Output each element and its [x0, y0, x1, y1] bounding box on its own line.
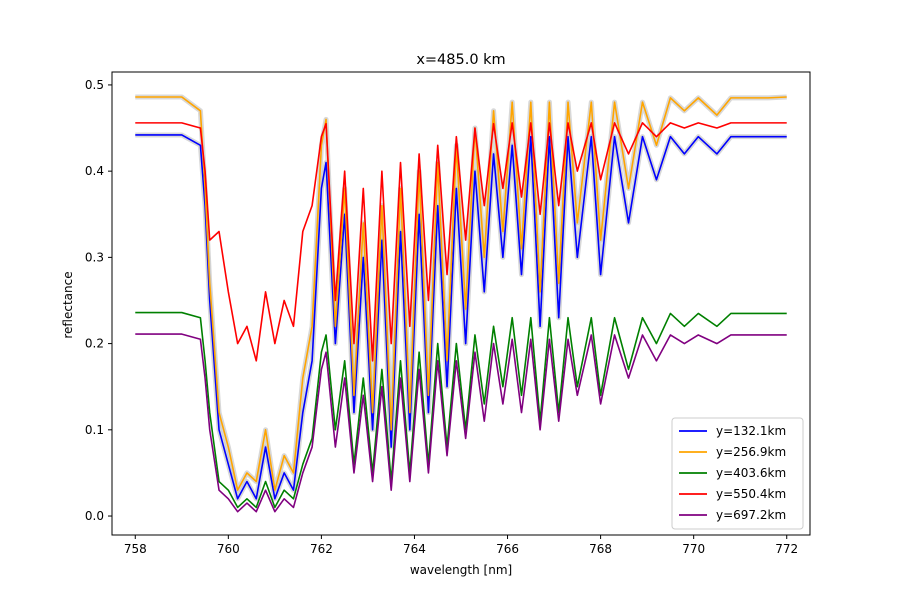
- x-tick-label: 764: [403, 542, 426, 556]
- x-tick-label: 760: [217, 542, 240, 556]
- legend: y=132.1km y=256.9km y=403.6km y=550.4km y=69…: [671, 417, 804, 530]
- legend-label: y=550.4km: [716, 487, 786, 501]
- series-line-0: [135, 134, 787, 500]
- x-tick-label: 770: [682, 542, 705, 556]
- y-tick-label: 0.1: [85, 423, 104, 437]
- x-tick-label: 762: [310, 542, 333, 556]
- x-axis-label: wavelength [nm]: [410, 563, 512, 577]
- y-axis-label: reflectance: [61, 271, 75, 338]
- series-line-4: [135, 333, 787, 513]
- series-line-1: [135, 96, 787, 491]
- x-tick-label: 772: [775, 542, 798, 556]
- x-tick-label: 758: [124, 542, 147, 556]
- series-line-3: [135, 122, 787, 362]
- y-tick-label: 0.5: [85, 78, 104, 92]
- legend-box: [671, 417, 804, 530]
- y-tick-label: 0.4: [85, 164, 104, 178]
- legend-label: y=403.6km: [716, 466, 786, 480]
- x-tick-label: 766: [496, 542, 519, 556]
- series-line-2: [135, 311, 787, 509]
- chart-title: x=485.0 km: [416, 52, 505, 68]
- axes-layer: 758 760 762 764 766 768 770 772 0.0 0.1 0.2 0.3 0.4 0…: [85, 71, 811, 556]
- y-tick-label: 0.0: [85, 509, 104, 523]
- axes-frame: [111, 71, 811, 536]
- x-tick-label: 768: [589, 542, 612, 556]
- legend-label: y=132.1km: [716, 424, 786, 438]
- legend-label: y=697.2km: [716, 508, 786, 522]
- series-layer: [135, 94, 787, 513]
- legend-label: y=256.9km: [716, 445, 786, 459]
- y-tick-label: 0.3: [85, 250, 104, 264]
- y-tick-label: 0.2: [85, 337, 104, 351]
